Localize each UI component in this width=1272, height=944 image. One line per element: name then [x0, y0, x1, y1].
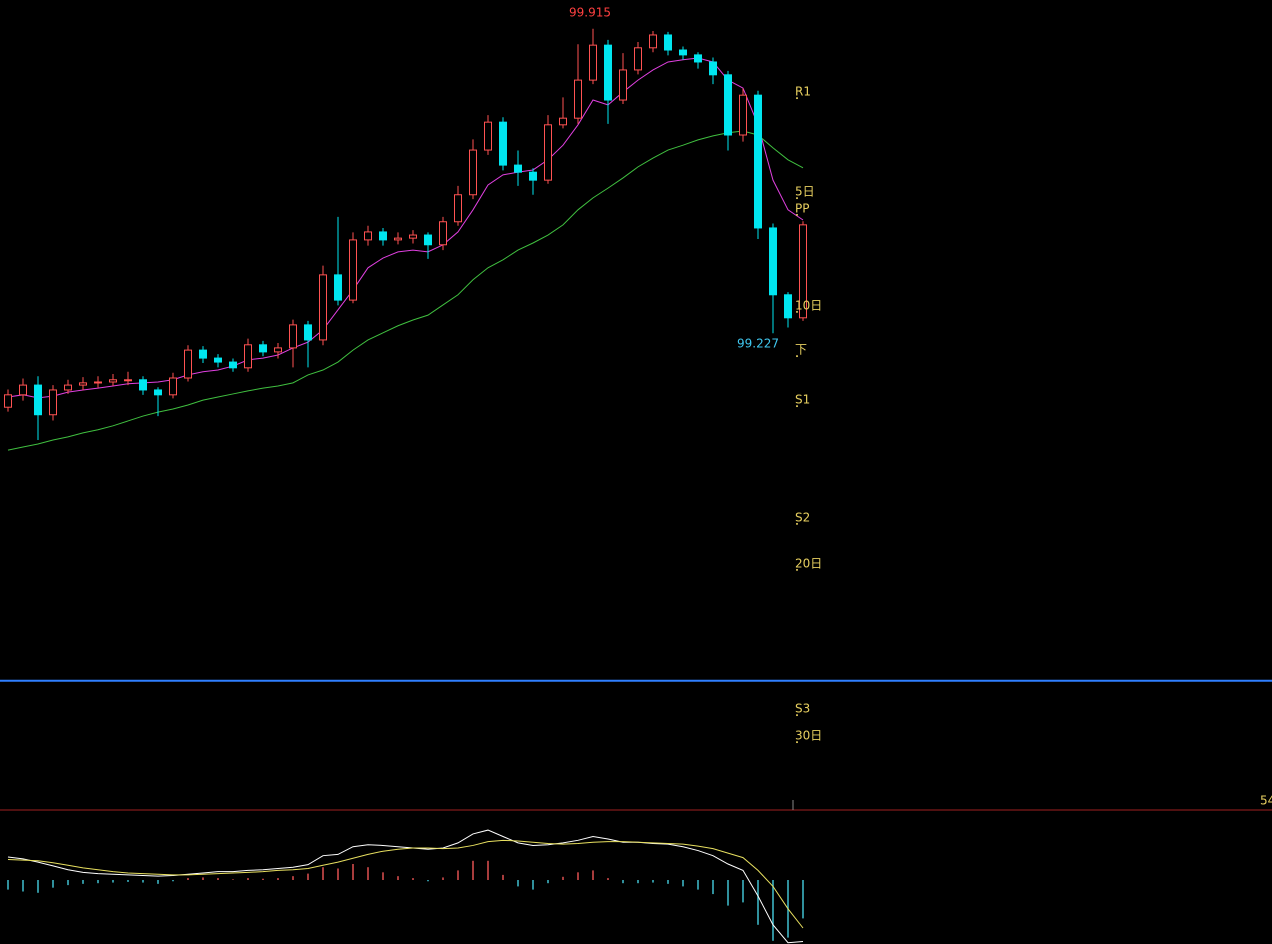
- candle-body: [34, 384, 42, 416]
- level-dot: [796, 522, 798, 525]
- candle-body: [409, 234, 417, 239]
- candle-body: [49, 389, 57, 416]
- candle-body: [289, 324, 297, 349]
- level-dot: [796, 568, 798, 571]
- indicator-label: 54: [1260, 794, 1272, 808]
- candle-body: [694, 54, 702, 63]
- level-label: S3: [795, 702, 810, 716]
- candle-body: [739, 94, 747, 136]
- candle-body: [709, 61, 717, 76]
- candle-body: [319, 274, 327, 341]
- candle-body: [799, 224, 807, 319]
- level-label: 30日: [795, 729, 822, 743]
- low-annotation: 99.227: [737, 337, 779, 351]
- candle-body: [139, 379, 147, 391]
- candle-body: [754, 94, 762, 229]
- candle-body: [214, 357, 222, 363]
- candle-body: [529, 171, 537, 181]
- candle-body: [19, 384, 27, 396]
- level-dot: [796, 197, 798, 200]
- candle-body: [619, 69, 627, 101]
- candle-body: [574, 79, 582, 119]
- level-label: PP: [795, 201, 809, 215]
- candle-body: [424, 234, 432, 246]
- candle-body: [679, 49, 687, 56]
- candle-body: [4, 394, 12, 408]
- candle-body: [274, 347, 282, 353]
- candle-body: [199, 349, 207, 359]
- level-dot: [796, 714, 798, 717]
- candle-body: [349, 239, 357, 301]
- level-label: 20日: [795, 556, 822, 570]
- candle-body: [394, 237, 402, 241]
- level-dot: [796, 741, 798, 744]
- candle-body: [559, 117, 567, 126]
- level-label: R1: [795, 85, 811, 99]
- level-label: 5日: [795, 185, 815, 199]
- level-label: S2: [795, 510, 810, 524]
- candle-body: [334, 274, 342, 301]
- level-dot: [796, 405, 798, 408]
- candle-body: [259, 344, 267, 353]
- candle-body: [94, 381, 102, 384]
- candle-body: [184, 349, 192, 379]
- candle-body: [469, 149, 477, 196]
- candle-body: [64, 384, 72, 391]
- high-annotation: 99.915: [569, 6, 611, 20]
- candle-body: [724, 74, 732, 136]
- candle-body: [649, 34, 657, 49]
- level-label: 10日: [795, 298, 822, 312]
- candle-body: [634, 47, 642, 71]
- candle-body: [514, 164, 522, 173]
- candle-body: [169, 377, 177, 396]
- candle-body: [499, 121, 507, 166]
- candle-body: [664, 34, 672, 51]
- candle-body: [439, 221, 447, 246]
- candle-body: [544, 124, 552, 181]
- level-dot: [796, 97, 798, 100]
- level-label: S1: [795, 393, 810, 407]
- candle-body: [604, 44, 612, 101]
- candle-body: [154, 389, 162, 396]
- candle-body: [589, 44, 597, 81]
- candle-body: [379, 231, 387, 241]
- macd-line: [7, 839, 804, 929]
- macd-line: [7, 829, 804, 944]
- level-dot: [796, 213, 798, 216]
- candle-body: [304, 324, 312, 341]
- level-dot: [796, 310, 798, 313]
- candle-body: [79, 382, 87, 386]
- candle-body: [769, 227, 777, 296]
- moving-average: [7, 130, 804, 451]
- level-label: 下: [795, 343, 807, 357]
- candle-body: [244, 344, 252, 369]
- candle-body: [109, 379, 117, 383]
- candle-body: [784, 294, 792, 319]
- level-dot: [796, 355, 798, 358]
- candle-body: [229, 361, 237, 369]
- candle-body: [484, 121, 492, 151]
- candle-body: [364, 231, 372, 241]
- candle-body: [124, 379, 132, 382]
- candle-body: [454, 194, 462, 223]
- moving-average: [7, 57, 804, 399]
